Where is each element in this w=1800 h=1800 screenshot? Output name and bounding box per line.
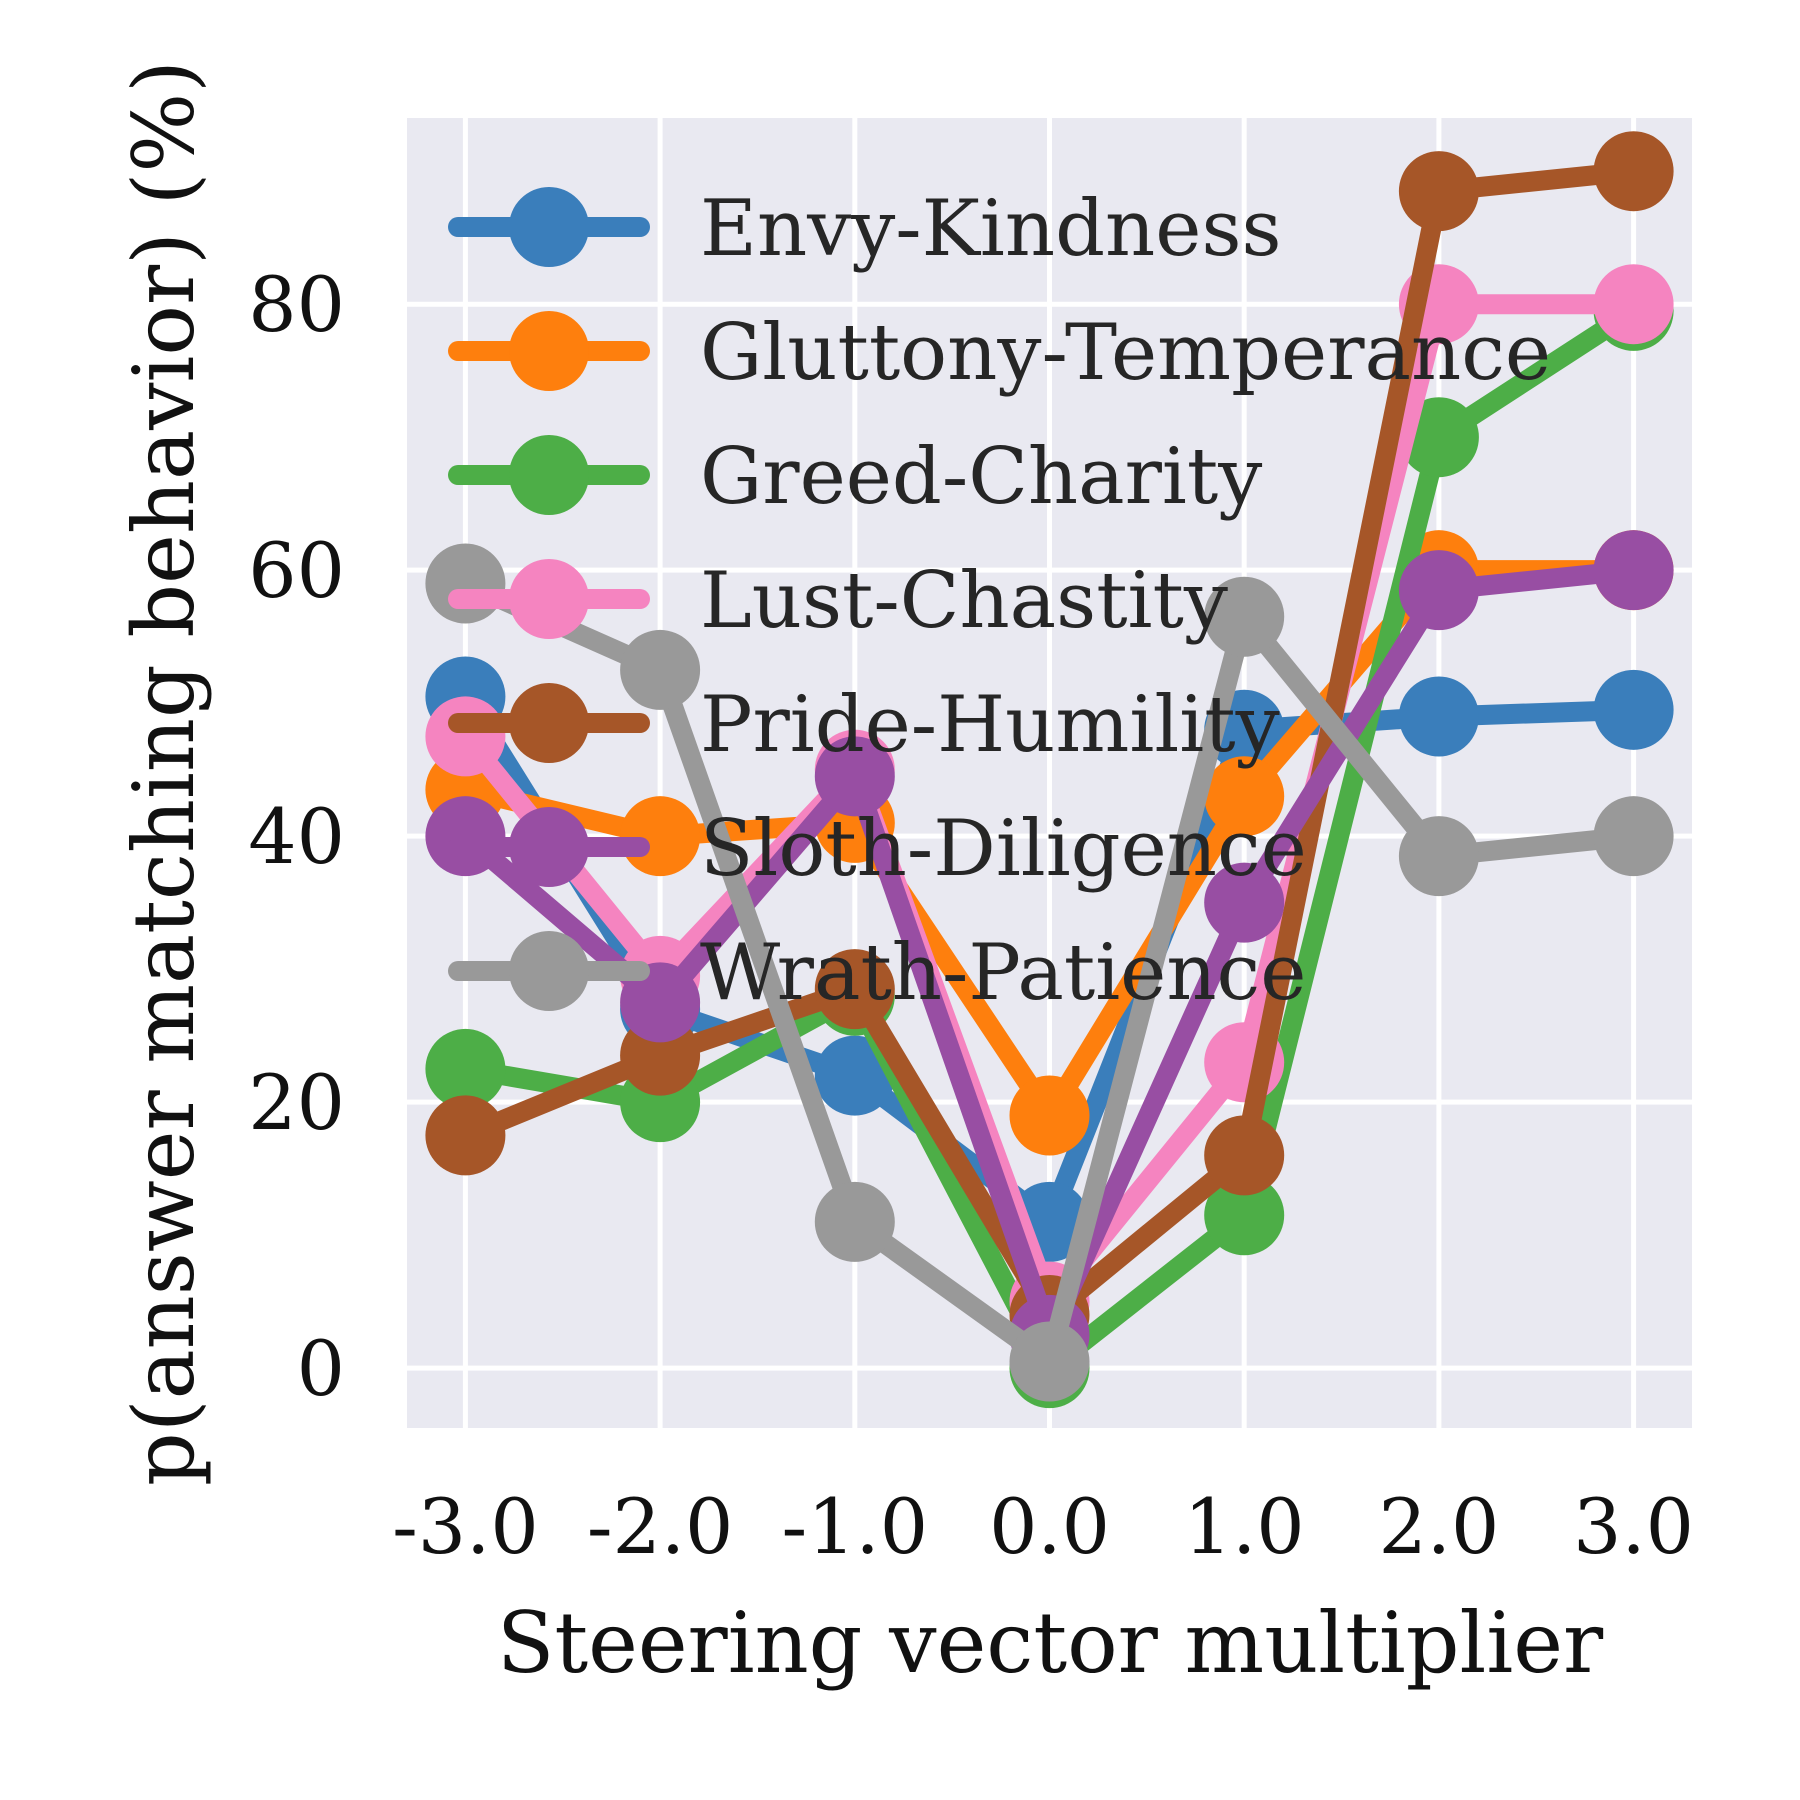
series-lines <box>425 131 1674 1409</box>
data-point <box>425 1028 506 1109</box>
legend-label: Wrath-Patience <box>700 928 1306 1018</box>
legend-swatch-marker <box>509 559 589 639</box>
x-tick-label: -3.0 <box>392 1482 539 1571</box>
legend-swatch-marker <box>509 311 589 391</box>
y-tick-label: 60 <box>248 526 345 615</box>
legend-item: Pride-Humility <box>448 680 1280 770</box>
x-tick-label: 0.0 <box>989 1482 1110 1571</box>
y-tick-label: 40 <box>248 792 345 881</box>
x-tick-label: 1.0 <box>1184 1482 1305 1571</box>
data-point <box>1204 576 1285 657</box>
legend: Envy-Kindness Gluttony-Temperance Greed-Ch… <box>448 184 1551 1018</box>
data-point <box>1398 550 1479 631</box>
legend-item: Sloth-Diligence <box>448 804 1307 894</box>
data-point <box>1593 530 1674 611</box>
legend-label: Gluttony-Temperance <box>700 308 1551 398</box>
data-point <box>425 1095 506 1176</box>
data-point <box>1204 1115 1285 1196</box>
legend-swatch-marker <box>509 807 589 887</box>
legend-item: Envy-Kindness <box>448 184 1282 274</box>
data-point <box>1398 676 1479 757</box>
data-point <box>1204 862 1285 943</box>
x-axis-label: Steering vector multiplier <box>497 1594 1604 1692</box>
x-tick-labels: -3.0 -2.0 -1.0 0.0 1.0 2.0 3.0 <box>392 1482 1694 1571</box>
legend-swatch-marker <box>509 931 589 1011</box>
x-tick-label: 2.0 <box>1378 1482 1499 1571</box>
data-point <box>1593 796 1674 877</box>
data-point <box>1009 1321 1090 1402</box>
y-tick-label: 80 <box>248 260 345 349</box>
x-tick-label: 3.0 <box>1573 1482 1694 1571</box>
legend-item: Lust-Chastity <box>448 556 1228 646</box>
data-point <box>814 1181 895 1262</box>
data-point <box>425 796 506 877</box>
data-point <box>1204 1175 1285 1256</box>
data-point <box>425 696 506 777</box>
data-point <box>1398 151 1479 232</box>
y-tick-label: 20 <box>248 1058 345 1147</box>
y-tick-labels: 0 20 40 60 80 <box>248 260 345 1413</box>
data-point <box>814 736 895 817</box>
data-point <box>620 962 701 1043</box>
legend-label: Lust-Chastity <box>700 556 1228 646</box>
legend-swatch-marker <box>509 435 589 515</box>
legend-label: Greed-Charity <box>700 432 1262 522</box>
legend-item: Wrath-Patience <box>448 928 1306 1018</box>
data-point <box>1009 1075 1090 1156</box>
legend-label: Sloth-Diligence <box>700 804 1307 894</box>
x-tick-label: -2.0 <box>587 1482 734 1571</box>
legend-label: Pride-Humility <box>700 680 1280 770</box>
legend-swatch-marker <box>509 187 589 267</box>
data-point <box>620 796 701 877</box>
data-point <box>620 629 701 710</box>
data-point <box>425 543 506 624</box>
data-point <box>1398 816 1479 897</box>
legend-label: Envy-Kindness <box>700 184 1282 274</box>
y-tick-label: 0 <box>297 1324 345 1413</box>
legend-swatch-marker <box>509 683 589 763</box>
data-point <box>1593 264 1674 345</box>
x-tick-label: -1.0 <box>782 1482 929 1571</box>
data-point <box>1204 756 1285 837</box>
data-point <box>1593 131 1674 212</box>
y-axis-label: p(answer matching behavior) (%) <box>115 60 213 1486</box>
legend-item: Greed-Charity <box>448 432 1262 522</box>
legend-item: Gluttony-Temperance <box>448 308 1551 398</box>
data-point <box>814 949 895 1030</box>
data-point <box>1593 669 1674 750</box>
